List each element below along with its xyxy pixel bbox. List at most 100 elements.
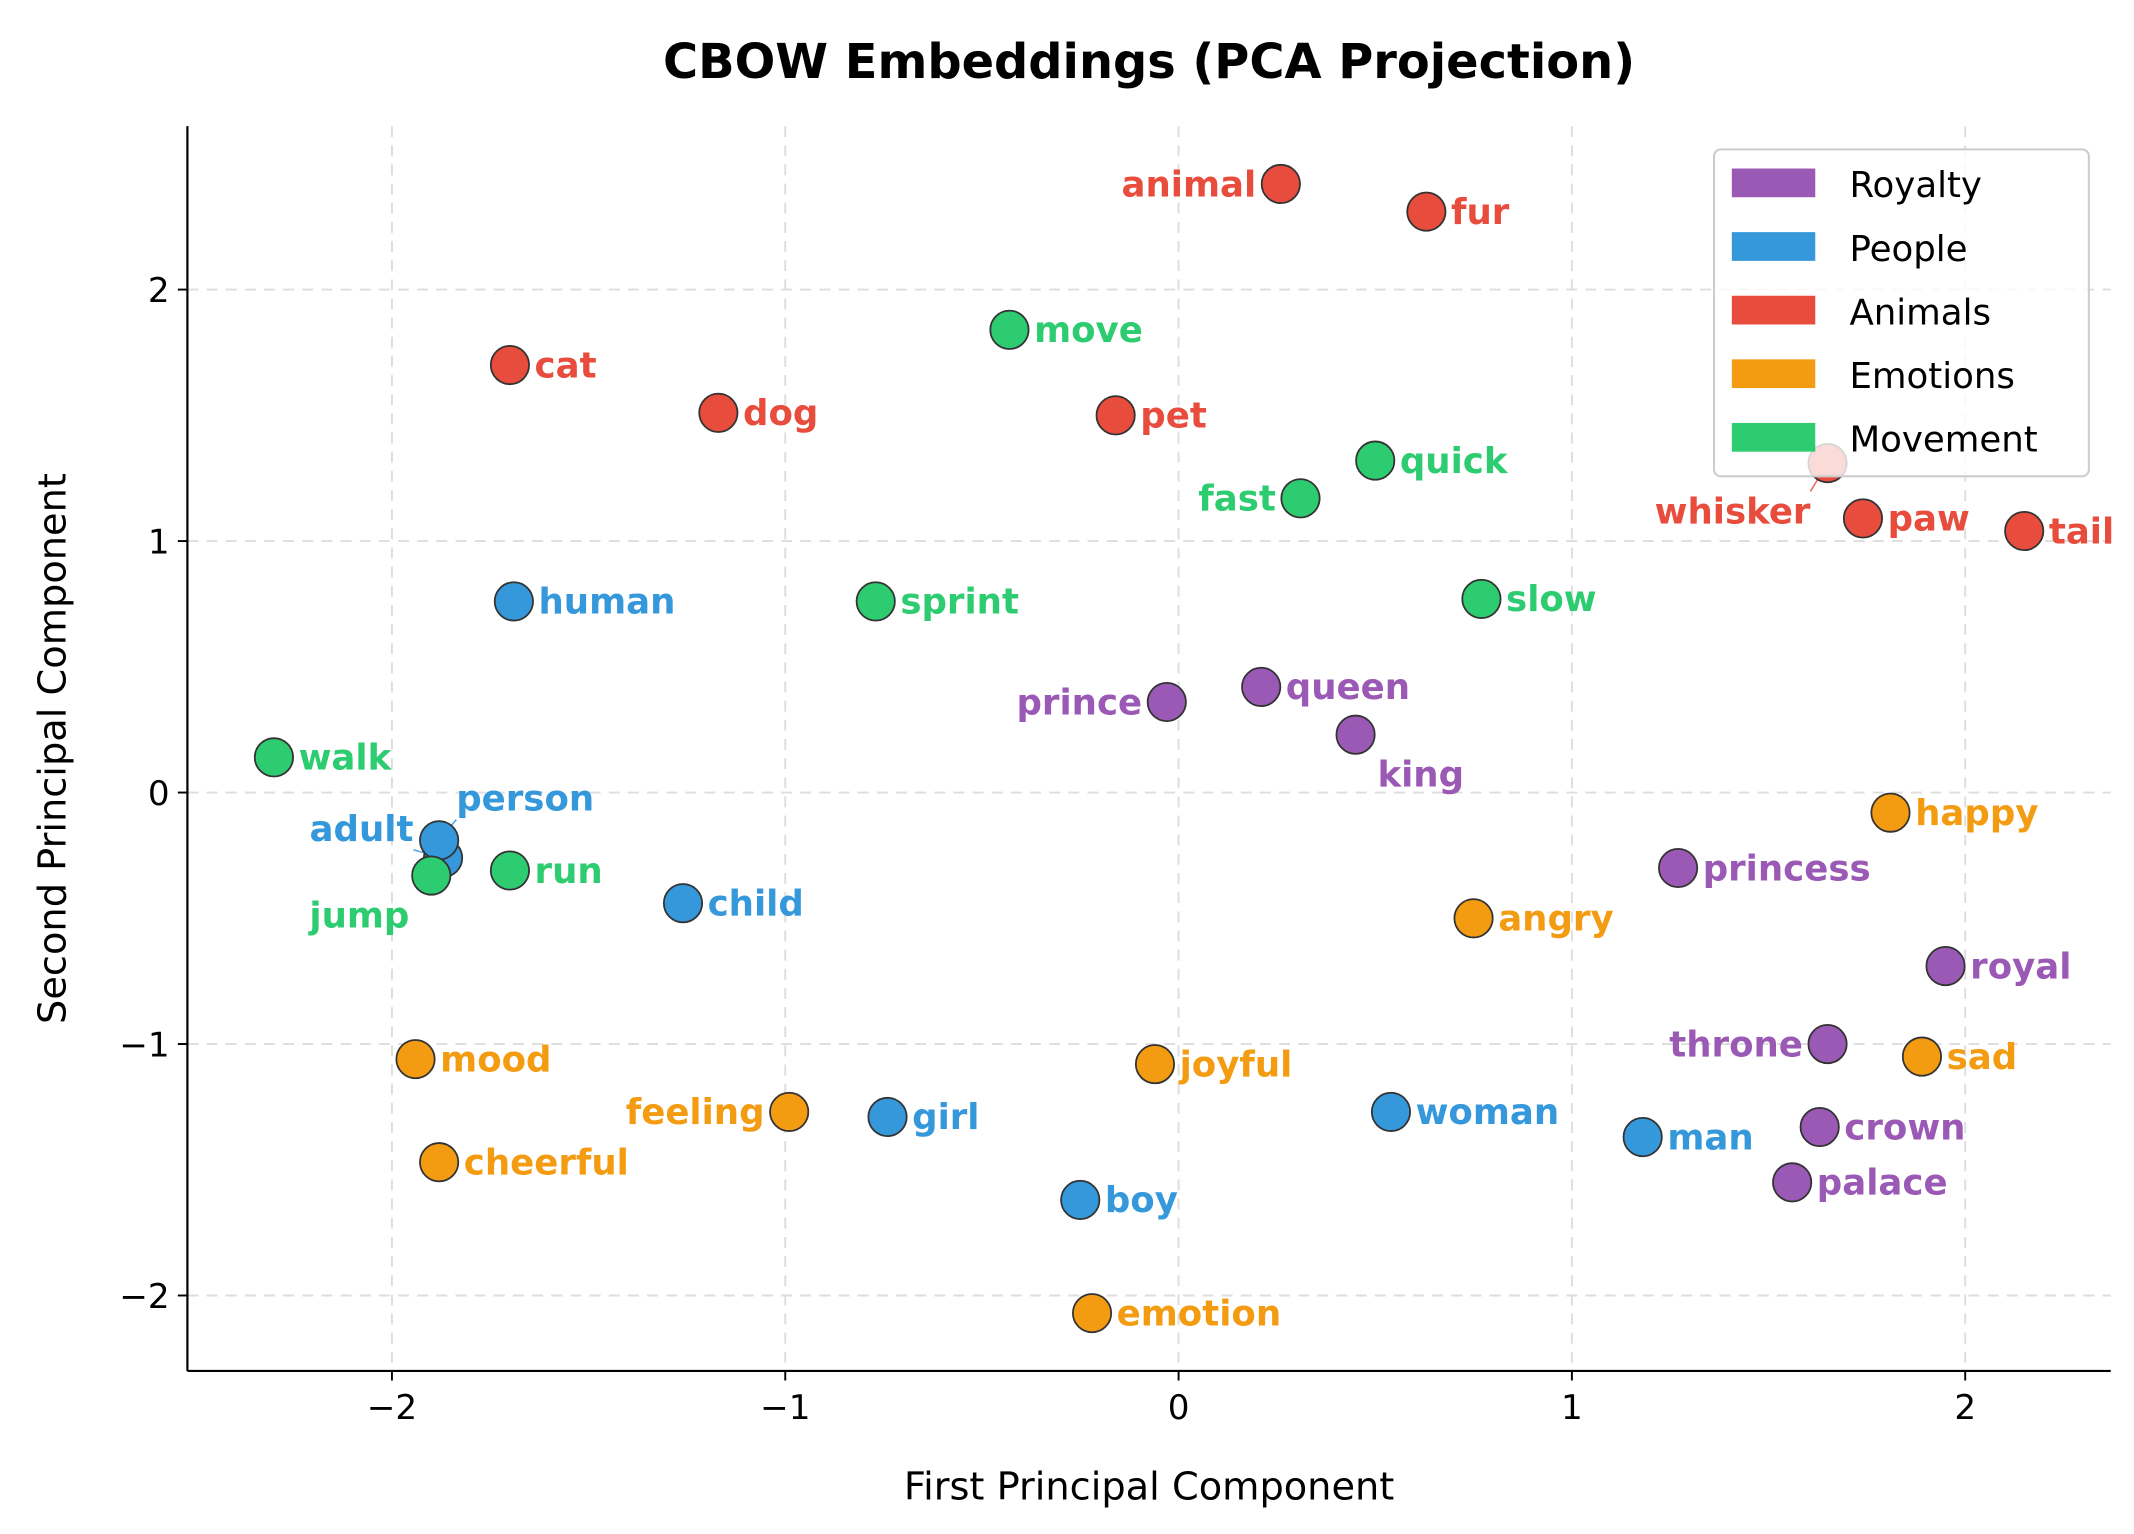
point-label-move: move [1034, 310, 1143, 351]
x-tick-label: −1 [760, 1388, 810, 1428]
point-label-royal: royal [1970, 946, 2071, 987]
data-point-sad [1901, 1036, 1942, 1077]
point-label-mood: mood [440, 1039, 551, 1080]
chart-title: CBOW Embeddings (PCA Projection) [663, 35, 1635, 90]
y-tick-label: 1 [148, 522, 170, 562]
legend-swatch-emotions [1731, 359, 1816, 389]
data-point-emotion [1072, 1293, 1113, 1334]
point-labels: prince queen king princess royal throne crown p… [299, 164, 2115, 1334]
x-tick-label: 1 [1561, 1388, 1583, 1428]
point-label-prince: prince [1016, 682, 1142, 723]
leader-line-whisker [1809, 479, 1819, 492]
y-tick-label: 2 [148, 271, 170, 311]
data-point-tail [2004, 510, 2045, 552]
legend-label-animals: Animals [1849, 292, 1991, 333]
y-tick-label: −2 [119, 1277, 169, 1317]
data-point-man [1622, 1117, 1663, 1158]
point-label-dog: dog [743, 393, 818, 434]
legend-label-royalty: Royalty [1849, 165, 1982, 206]
data-point-queen [1241, 666, 1282, 707]
point-label-whisker: whisker [1655, 491, 1811, 532]
point-label-happy: happy [1915, 793, 2038, 834]
point-label-fast: fast [1198, 479, 1276, 520]
data-point-prince [1146, 681, 1187, 723]
data-point-princess [1658, 847, 1699, 889]
point-label-girl: girl [912, 1097, 979, 1138]
legend-label-movement: Movement [1849, 420, 2037, 461]
leader-line-person [450, 819, 457, 827]
data-point-dog [698, 392, 739, 433]
point-label-crown: crown [1844, 1107, 1965, 1148]
data-point-woman [1370, 1091, 1412, 1132]
data-point-cat [489, 344, 530, 386]
point-label-sprint: sprint [900, 582, 1019, 623]
legend-swatch-royalty [1731, 168, 1816, 198]
point-label-sad: sad [1947, 1037, 2018, 1078]
point-label-throne: throne [1669, 1024, 1803, 1065]
point-label-cheerful: cheerful [464, 1143, 629, 1184]
point-label-adult: adult [310, 809, 414, 850]
point-label-child: child [708, 884, 804, 925]
data-point-animal [1260, 163, 1301, 204]
point-label-tail: tail [2049, 511, 2114, 552]
point-label-man: man [1667, 1117, 1753, 1158]
y-tick-label: −1 [119, 1025, 169, 1065]
x-tick-label: 0 [1168, 1388, 1190, 1428]
data-points [253, 163, 2045, 1334]
point-label-palace: palace [1817, 1163, 1948, 1204]
data-point-paw [1842, 498, 1883, 539]
point-label-king: king [1377, 755, 1464, 796]
data-point-girl [867, 1096, 908, 1137]
legend: Royalty People Animals Emotions Movement [1713, 148, 2090, 478]
data-point-run [489, 850, 530, 891]
point-label-walk: walk [299, 738, 393, 779]
point-label-fur: fur [1451, 192, 1510, 233]
point-label-cat: cat [535, 345, 597, 386]
x-axis-label: First Principal Component [904, 1465, 1394, 1510]
data-point-quick [1355, 440, 1396, 481]
point-label-animal: animal [1122, 164, 1257, 205]
y-tick-label: 0 [148, 774, 170, 814]
point-label-princess: princess [1703, 848, 1871, 889]
data-point-throne [1807, 1023, 1848, 1065]
x-tick-label: −2 [367, 1388, 417, 1428]
data-point-happy [1870, 792, 1911, 833]
point-label-emotion: emotion [1117, 1293, 1281, 1334]
axes [186, 126, 2111, 1373]
leader-lines [413, 479, 1819, 854]
point-label-paw: paw [1888, 499, 1970, 540]
legend-label-people: People [1849, 229, 1967, 270]
point-label-woman: woman [1416, 1092, 1560, 1133]
data-point-king [1335, 714, 1376, 755]
point-label-boy: boy [1105, 1180, 1178, 1221]
point-label-queen: queen [1286, 667, 1410, 708]
data-point-mood [395, 1039, 436, 1080]
data-point-royal [1925, 946, 1966, 987]
data-point-sprint [855, 581, 896, 622]
data-point-child [662, 883, 704, 924]
point-label-slow: slow [1506, 579, 1597, 620]
data-point-fur [1406, 191, 1447, 232]
legend-swatch-people [1731, 232, 1816, 261]
point-label-joyful: joyful [1178, 1044, 1293, 1085]
grid [187, 126, 2111, 1371]
data-point-cheerful [419, 1142, 460, 1183]
point-label-run: run [535, 851, 603, 892]
point-label-feeling: feeling [626, 1092, 765, 1133]
y-axis-label: Second Principal Component [31, 473, 76, 1024]
data-point-jump [411, 855, 452, 896]
x-tick-label: 2 [1954, 1388, 1976, 1428]
ticks: −2 −1 0 1 2 −2 −1 0 1 2 [119, 271, 1976, 1428]
data-point-boy [1060, 1179, 1101, 1220]
legend-swatch-movement [1731, 422, 1816, 452]
data-point-crown [1799, 1106, 1840, 1148]
legend-swatch-animals [1731, 295, 1816, 325]
point-label-angry: angry [1498, 899, 1613, 940]
data-point-walk [253, 737, 294, 778]
point-label-pet: pet [1140, 396, 1207, 437]
data-point-angry [1453, 898, 1494, 939]
data-point-palace [1772, 1162, 1813, 1203]
data-point-feeling [769, 1091, 810, 1132]
data-point-joyful [1134, 1044, 1176, 1085]
